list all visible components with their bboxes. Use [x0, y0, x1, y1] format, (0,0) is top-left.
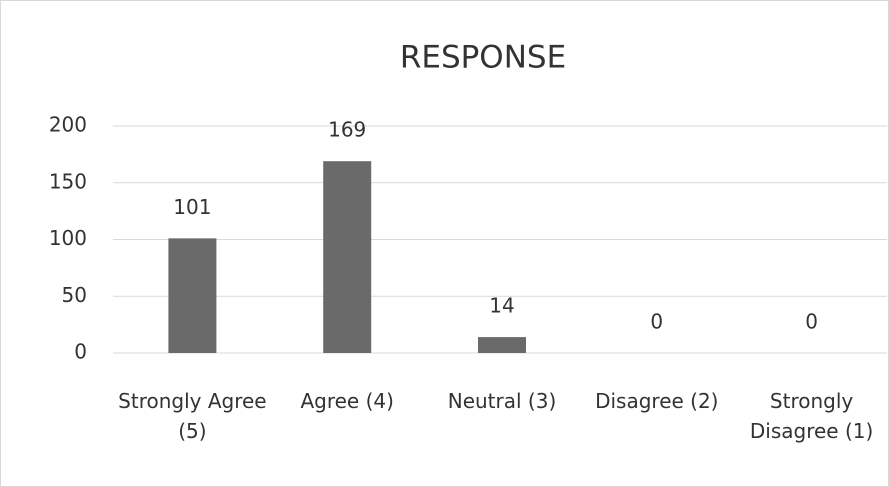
data-label: 169 — [328, 118, 366, 142]
data-label: 0 — [805, 310, 818, 334]
x-tick-label: Strongly Disagree (1) — [749, 389, 874, 443]
y-tick-label: 150 — [49, 169, 87, 193]
bar — [478, 337, 526, 353]
x-tick-label: Strongly Agree (5) — [118, 389, 267, 443]
x-tick-label: Neutral (3) — [447, 389, 557, 413]
x-tick-label: Disagree (2) — [595, 389, 719, 413]
bar — [323, 161, 372, 353]
y-tick-label: 200 — [49, 113, 87, 137]
data-label: 14 — [489, 294, 514, 318]
data-label: 101 — [173, 195, 211, 219]
bar — [168, 238, 217, 353]
y-tick-label: 0 — [74, 340, 87, 364]
y-tick-label: 50 — [62, 283, 87, 307]
y-tick-label: 100 — [49, 226, 87, 250]
chart-title: RESPONSE — [400, 40, 566, 76]
data-label: 0 — [650, 310, 663, 334]
x-tick-label: Agree (4) — [300, 389, 394, 413]
